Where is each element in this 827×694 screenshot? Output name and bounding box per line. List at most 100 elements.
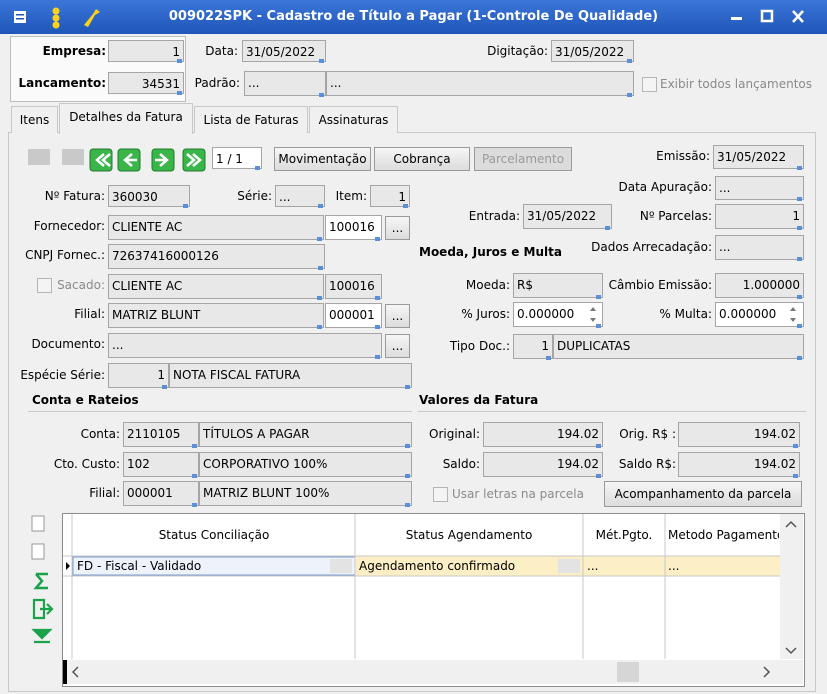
spin-field[interactable]: 0.000000: [513, 302, 603, 327]
field[interactable]: ...: [108, 333, 382, 358]
browse-button[interactable]: ...: [385, 334, 410, 358]
field[interactable]: 194.02: [483, 422, 603, 447]
field[interactable]: ...: [715, 176, 804, 200]
v-scrollbar[interactable]: [780, 514, 803, 659]
checkbox[interactable]: [642, 77, 657, 92]
field[interactable]: 1.000000: [715, 273, 804, 298]
field[interactable]: 72637416000126: [108, 244, 325, 269]
field[interactable]: ...: [275, 185, 325, 207]
label: Item:: [335, 189, 367, 203]
field[interactable]: 1: [513, 334, 553, 359]
add-row-icon[interactable]: [31, 515, 45, 532]
field[interactable]: CLIENTE AC: [108, 274, 324, 299]
column-header[interactable]: Mét.Pgto.: [595, 528, 653, 542]
field[interactable]: 1: [715, 204, 804, 229]
sum-icon[interactable]: [33, 572, 48, 590]
field[interactable]: 31/05/2022: [242, 40, 326, 62]
label: Cto. Custo:: [53, 457, 120, 471]
field[interactable]: 1: [108, 40, 184, 62]
tool-icon[interactable]: [84, 9, 100, 27]
field[interactable]: 194.02: [483, 452, 603, 477]
column-header[interactable]: Metodo Pagamento: [668, 528, 779, 542]
field[interactable]: CORPORATIVO 100%: [199, 452, 412, 477]
label: Filial:: [74, 307, 105, 321]
h-scrollbar[interactable]: [63, 660, 803, 684]
close-button[interactable]: [792, 10, 804, 23]
label: Série:: [237, 189, 272, 203]
tab[interactable]: Itens: [11, 106, 58, 133]
delete-icon[interactable]: [62, 149, 84, 165]
field[interactable]: 31/05/2022: [713, 145, 804, 169]
tab-active[interactable]: Detalhes da Fatura: [59, 103, 193, 134]
label: % Juros:: [461, 307, 510, 321]
lookup-marker: [405, 385, 410, 389]
add-icon[interactable]: [28, 149, 50, 165]
field[interactable]: 31/05/2022: [523, 204, 612, 229]
label: Entrada:: [468, 209, 520, 223]
field[interactable]: 000001: [325, 303, 382, 328]
field[interactable]: 1: [370, 185, 410, 207]
status-icon[interactable]: [52, 7, 60, 15]
browse-button[interactable]: ...: [385, 216, 410, 240]
field[interactable]: 360030: [108, 185, 190, 207]
field[interactable]: MATRIZ BLUNT 100%: [199, 481, 412, 506]
lookup-marker: [797, 295, 802, 299]
checkbox[interactable]: [37, 278, 52, 293]
field[interactable]: TÍTULOS A PAGAR: [199, 422, 412, 447]
column-header[interactable]: Status Agendamento: [405, 528, 533, 542]
field[interactable]: 34531: [108, 72, 184, 94]
label: Original:: [429, 427, 480, 441]
field[interactable]: MATRIZ BLUNT: [108, 303, 324, 328]
button-disabled: Parcelamento: [474, 147, 572, 171]
field[interactable]: 2110105: [123, 422, 199, 447]
grid-cell[interactable]: ...: [668, 559, 680, 573]
field[interactable]: 100016: [325, 215, 382, 240]
collapse-icon[interactable]: [31, 628, 53, 644]
record-counter[interactable]: 1 / 1: [212, 147, 262, 169]
delete-row-icon[interactable]: [31, 543, 45, 560]
grid-cell[interactable]: ...: [587, 559, 599, 573]
field[interactable]: 000001: [123, 481, 199, 506]
button[interactable]: Cobrança: [374, 147, 470, 171]
field[interactable]: NOTA FISCAL FATURA: [169, 363, 412, 388]
spinner[interactable]: [790, 307, 796, 322]
field[interactable]: 102: [123, 452, 199, 477]
maximize-button[interactable]: [760, 9, 774, 23]
field[interactable]: ...: [326, 71, 634, 96]
label: Data Apuração:: [618, 180, 712, 194]
tab[interactable]: Lista de Faturas: [194, 106, 308, 133]
label: Sacado:: [57, 278, 105, 292]
button[interactable]: Acompanhamento da parcela: [604, 481, 802, 507]
field[interactable]: DUPLICATAS: [553, 334, 804, 359]
field[interactable]: 100016: [325, 274, 382, 299]
spin-field[interactable]: 0.000000: [715, 302, 804, 327]
label: Dados Arrecadação:: [591, 240, 712, 254]
button[interactable]: Movimentação: [274, 147, 371, 171]
lookup-marker: [793, 444, 798, 448]
first-button[interactable]: [89, 148, 113, 172]
field[interactable]: 194.02: [678, 422, 800, 447]
label: Orig. R$ :: [619, 427, 676, 441]
grid-cell[interactable]: FD - Fiscal - Validado: [77, 559, 202, 573]
export-icon[interactable]: [32, 598, 54, 620]
field[interactable]: 194.02: [678, 452, 800, 477]
minimize-button[interactable]: [731, 17, 742, 20]
label: Tipo Doc.:: [449, 339, 510, 353]
label: Filial:: [89, 486, 120, 500]
spinner[interactable]: [590, 307, 596, 322]
checkbox[interactable]: [433, 487, 448, 502]
lookup-marker: [546, 356, 551, 360]
column-header[interactable]: Status Conciliação: [158, 528, 270, 542]
label: Saldo R$:: [618, 457, 676, 471]
grid-cell[interactable]: Agendamento confirmado: [359, 559, 516, 573]
field[interactable]: ...: [244, 71, 326, 96]
lookup-marker: [162, 385, 167, 389]
field[interactable]: 31/05/2022: [551, 40, 634, 62]
field[interactable]: CLIENTE AC: [108, 215, 324, 240]
lookup-marker: [797, 197, 802, 201]
field[interactable]: R$: [513, 273, 603, 298]
field[interactable]: ...: [715, 235, 804, 260]
browse-button[interactable]: ...: [385, 304, 410, 328]
field[interactable]: 1: [108, 363, 169, 388]
tab[interactable]: Assinaturas: [309, 106, 398, 133]
